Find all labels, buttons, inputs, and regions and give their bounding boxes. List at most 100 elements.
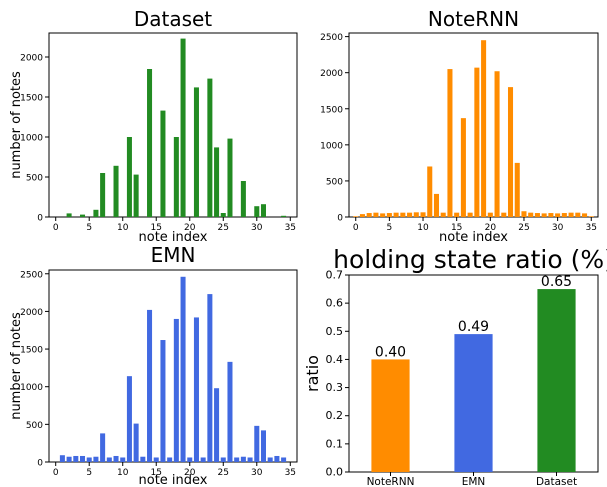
bar bbox=[454, 212, 460, 217]
bar bbox=[467, 212, 473, 217]
y-tick-label: 1500 bbox=[320, 105, 343, 115]
chart-title: EMN bbox=[151, 243, 196, 267]
bar bbox=[474, 67, 480, 218]
bar bbox=[147, 309, 153, 462]
bar bbox=[240, 456, 246, 462]
axes-frame bbox=[48, 32, 298, 218]
bar bbox=[481, 40, 487, 218]
bar bbox=[160, 110, 166, 217]
bar bbox=[66, 456, 72, 462]
bar bbox=[140, 456, 146, 462]
bar bbox=[393, 212, 399, 217]
bar bbox=[173, 318, 179, 462]
x-tick-label: 25 bbox=[218, 223, 229, 233]
y-tick-label: 0.0 bbox=[326, 466, 344, 479]
x-tick-label: 5 bbox=[86, 468, 92, 478]
y-axis-label: number of notes bbox=[9, 312, 24, 420]
holding-state-ratio-chart: holding state ratio (%) 0.0 0.1 0.2 0.3 0.4 0.… bbox=[303, 245, 607, 487]
bar bbox=[407, 212, 413, 217]
bar bbox=[214, 147, 220, 217]
bar bbox=[133, 174, 139, 217]
bar bbox=[126, 137, 132, 217]
x-axis-label: note index bbox=[139, 230, 208, 245]
bar bbox=[234, 457, 240, 462]
bar bbox=[193, 317, 199, 462]
bar bbox=[100, 433, 106, 462]
x-axis-label: note index bbox=[439, 230, 508, 245]
y-tick-label: 500 bbox=[326, 177, 343, 187]
y-tick-label: 1500 bbox=[20, 94, 43, 104]
x-tick-label: 0 bbox=[353, 223, 359, 233]
x-tick-label: Dataset bbox=[536, 476, 577, 487]
x-tick-label: 20 bbox=[485, 223, 497, 233]
y-tick-label: 0.5 bbox=[326, 325, 344, 338]
bar-dataset bbox=[537, 289, 576, 472]
bar-value-label: 0.49 bbox=[458, 319, 489, 335]
y-tick-label: 2000 bbox=[20, 308, 43, 318]
bar bbox=[80, 214, 86, 217]
x-tick-label: 15 bbox=[451, 223, 462, 233]
bar bbox=[220, 457, 226, 462]
bar bbox=[126, 376, 132, 462]
bar bbox=[514, 162, 520, 217]
bar bbox=[433, 193, 440, 217]
bar bbox=[100, 173, 106, 217]
y-tick-label: 2500 bbox=[20, 270, 43, 280]
bar bbox=[366, 213, 372, 217]
axes-frame bbox=[48, 269, 298, 463]
x-tick-label: 30 bbox=[552, 223, 564, 233]
x-tick-label: 30 bbox=[251, 223, 263, 233]
y-axis-label: ratio bbox=[303, 355, 322, 392]
y-tick-label: 1000 bbox=[20, 383, 43, 393]
bar bbox=[207, 78, 213, 217]
bar bbox=[413, 212, 419, 217]
y-tick-label: 500 bbox=[26, 421, 43, 431]
bar bbox=[575, 212, 581, 217]
bar bbox=[420, 212, 426, 217]
x-axis-label: note index bbox=[139, 473, 208, 487]
x-tick-label: 35 bbox=[586, 223, 597, 233]
bar-value-label: 0.40 bbox=[375, 344, 406, 360]
x-tick-label: 30 bbox=[251, 468, 263, 478]
y-tick-label: 0.7 bbox=[326, 269, 344, 282]
bar bbox=[534, 213, 540, 217]
x-tick-label: 25 bbox=[218, 468, 229, 478]
y-tick-label: 0.2 bbox=[326, 409, 344, 422]
x-tick-label: 20 bbox=[184, 468, 196, 478]
x-tick-label: 5 bbox=[86, 223, 92, 233]
bar bbox=[588, 216, 594, 217]
bar bbox=[180, 276, 186, 462]
bar bbox=[227, 138, 233, 217]
bar bbox=[582, 213, 588, 217]
bar bbox=[193, 87, 199, 218]
x-tick-label: NoteRNN bbox=[367, 476, 415, 487]
bar bbox=[106, 457, 112, 462]
bar bbox=[86, 457, 92, 462]
x-tick-label: 20 bbox=[184, 223, 196, 233]
x-tick-label: EMN bbox=[462, 476, 486, 487]
y-tick-label: 0.3 bbox=[326, 381, 344, 394]
x-tick-label: 0 bbox=[53, 223, 59, 233]
bar bbox=[568, 212, 574, 217]
bar bbox=[359, 214, 365, 217]
bar bbox=[80, 455, 86, 462]
bar-emn bbox=[454, 334, 493, 472]
bar bbox=[180, 38, 186, 217]
y-tick-label: 1000 bbox=[20, 134, 43, 144]
noterrnn-histogram: NoteRNN 0 500 1000 1500 2000 2500 0 5 10 15 20 25 30 3… bbox=[320, 7, 599, 245]
x-tick-label: 10 bbox=[417, 223, 429, 233]
bar bbox=[541, 213, 547, 217]
bar bbox=[133, 423, 139, 462]
bar bbox=[167, 457, 173, 462]
bar bbox=[160, 340, 166, 462]
bar bbox=[281, 457, 287, 462]
bar bbox=[153, 457, 159, 462]
bar bbox=[507, 87, 514, 217]
emn-histogram: EMN 0 500 1000 1500 2000 2500 number of notes 0 5… bbox=[9, 243, 298, 487]
bar bbox=[260, 204, 266, 217]
bar bbox=[281, 215, 287, 217]
bar bbox=[380, 213, 386, 217]
bar bbox=[207, 294, 213, 462]
bar bbox=[120, 457, 126, 462]
bar bbox=[260, 430, 266, 462]
